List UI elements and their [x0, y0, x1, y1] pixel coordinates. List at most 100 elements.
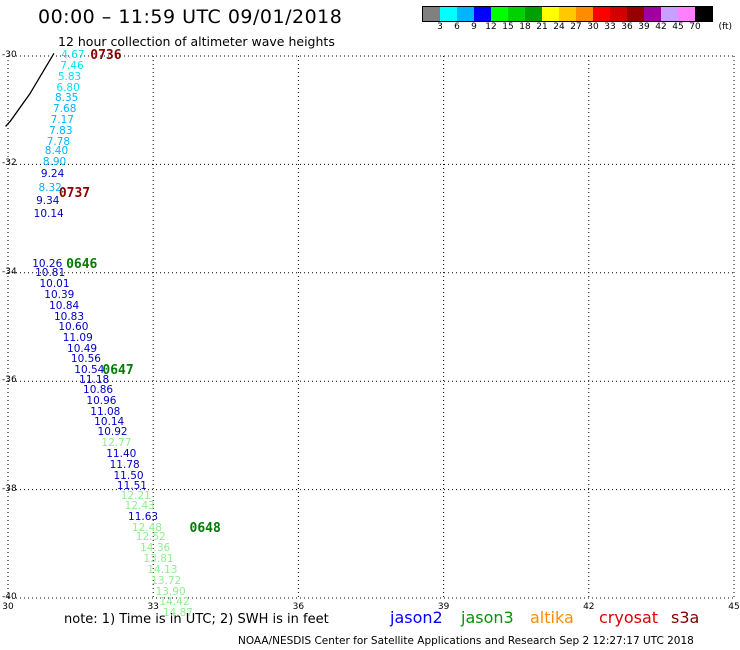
wave-height-value: 13.72: [151, 574, 182, 587]
wave-height-value: 10.01: [39, 277, 70, 290]
wave-height-value: 12.43: [124, 500, 155, 513]
color-swatch: [423, 7, 440, 21]
wave-height-value: 14.87: [162, 607, 193, 620]
wave-height-value: 10.54: [74, 364, 105, 377]
wave-height-value: 10.14: [94, 416, 125, 429]
wave-height-value: 10.14: [33, 207, 64, 220]
longitude-tick: 42: [583, 602, 595, 612]
satellite-legend-jason3: jason3: [461, 608, 514, 627]
wave-height-value: 9.24: [40, 168, 65, 181]
color-swatch: [474, 7, 491, 21]
wave-height-value: 11.40: [106, 447, 137, 460]
color-swatch: [678, 7, 695, 21]
color-swatch: [695, 7, 712, 21]
color-swatch: [457, 7, 474, 21]
wave-height-value: 8.90: [42, 155, 67, 168]
latitude-tick: -32: [2, 158, 17, 169]
color-scale-label: 18: [519, 22, 531, 32]
color-scale-label: 30: [587, 22, 599, 32]
color-scale-label: 45: [672, 22, 684, 32]
color-swatch: [559, 7, 576, 21]
wave-height-value: 7.46: [60, 59, 84, 72]
longitude-tick: 39: [437, 602, 450, 612]
wave-height-value: 7.17: [50, 114, 74, 127]
color-swatch: [610, 7, 627, 21]
color-swatch: [593, 7, 610, 21]
wave-height-value: 11.51: [116, 479, 147, 492]
wave-height-value: 12.21: [120, 489, 151, 502]
latitude-tick: -38: [2, 483, 17, 494]
wave-height-value: 6.80: [56, 81, 80, 94]
wave-height-value: 11.08: [90, 405, 121, 418]
wave-height-value: 14.42: [159, 596, 190, 609]
wave-height-value: 13.81: [143, 553, 174, 566]
wave-height-value: 4.67: [61, 49, 85, 61]
wave-height-value: 11.78: [109, 458, 140, 471]
pass-time-label: 0646: [66, 256, 98, 272]
map-note: note: 1) Time is in UTC; 2) SWH is in fe…: [64, 612, 329, 627]
pass-time-label: 0647: [102, 363, 134, 379]
wave-height-value: 13.90: [155, 585, 186, 598]
longitude-tick: 36: [292, 602, 305, 612]
wave-height-value: 11.18: [79, 374, 110, 387]
color-scale-bar: [422, 6, 713, 22]
color-swatch: [644, 7, 661, 21]
wave-height-value: 10.26: [32, 257, 63, 270]
wave-height-value: 12.77: [101, 437, 132, 450]
wave-height-value: 10.84: [49, 299, 80, 312]
longitude-tick: 30: [2, 602, 14, 612]
wave-height-value: 7.68: [53, 103, 77, 116]
wave-height-value: 10.49: [67, 342, 98, 355]
color-scale-label: 70: [689, 22, 701, 32]
wave-height-value: 12.52: [135, 531, 166, 544]
wave-height-value: 12.48: [131, 521, 162, 534]
wave-height-value: 10.83: [53, 310, 85, 323]
color-scale-label: 39: [638, 22, 650, 32]
color-scale-label: 21: [536, 22, 548, 32]
color-scale-labels: (ft) 3 6 9 12 15 18 21 24 27 30 33 36 39 42 45 70: [0, 0, 740, 40]
lat-lon-grid: [7, 55, 735, 599]
wave-height-value: 14.36: [140, 542, 171, 555]
wave-height-value: 10.56: [70, 352, 101, 365]
longitude-tick: 33: [147, 602, 159, 612]
latitude-tick: -40: [2, 592, 17, 602]
wave-height-value: 11.09: [62, 331, 93, 344]
color-swatch: [576, 7, 593, 21]
satellite-legend-jason2: jason2: [390, 608, 443, 627]
wave-height-value: 7.83: [49, 124, 73, 137]
color-scale-label: 9: [471, 22, 477, 32]
wave-height-value: 5.83: [57, 70, 82, 83]
color-scale-label: 27: [570, 22, 582, 32]
satellite-legend-s3a: s3a: [671, 608, 700, 627]
color-scale-label: 12: [485, 22, 497, 32]
pass-time-label: 0736: [90, 48, 122, 63]
latitude-tick: -34: [2, 266, 17, 277]
color-scale-label: 24: [553, 22, 565, 32]
wave-height-value: 9.34: [36, 195, 60, 208]
wave-height-value: 10.81: [35, 267, 66, 280]
color-swatch: [440, 7, 457, 21]
wave-height-value: 8.32: [38, 181, 62, 194]
color-swatch: [508, 7, 525, 21]
color-scale-unit: (ft): [718, 22, 732, 32]
wave-height-value: 11.63: [128, 510, 159, 523]
color-swatch: [542, 7, 559, 21]
latitude-tick: -30: [2, 50, 17, 60]
color-scale-label: 15: [502, 22, 514, 32]
pass-time-label: 0648: [189, 520, 221, 536]
wave-height-value: 10.86: [83, 383, 114, 396]
wave-height-value: 10.96: [86, 394, 117, 407]
map-title: 00:00 – 11:59 UTC 09/01/2018: [38, 6, 343, 28]
footer-credit: NOAA/NESDIS Center for Satellite Applica…: [238, 635, 694, 647]
latitude-tick: -36: [2, 375, 17, 386]
pass-time-label: 0737: [58, 186, 91, 202]
color-swatch: [525, 7, 542, 21]
wave-height-value: 10.92: [97, 426, 128, 439]
wave-height-value: 10.39: [44, 288, 75, 301]
satellite-legend-altika: altika: [530, 608, 574, 627]
wave-height-value: 11.50: [113, 469, 144, 482]
color-scale-label: 3: [437, 22, 443, 32]
longitude-tick: 45: [728, 602, 740, 612]
color-scale-label: 33: [604, 22, 616, 32]
